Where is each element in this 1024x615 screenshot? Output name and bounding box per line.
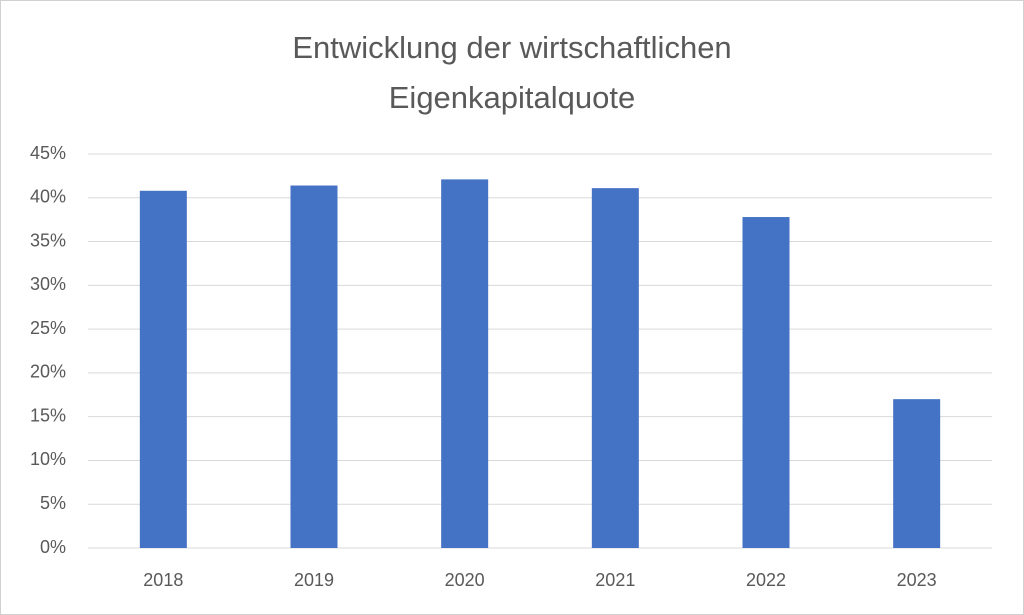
x-tick-label: 2021 [595, 570, 635, 590]
y-tick-label: 30% [30, 274, 66, 294]
bar [591, 188, 639, 548]
y-tick-label: 5% [40, 493, 66, 513]
y-tick-label: 20% [30, 362, 66, 382]
x-tick-label: 2018 [143, 570, 183, 590]
y-tick-label: 45% [30, 143, 66, 163]
chart-title: Entwicklung der wirtschaftlichen [292, 30, 731, 65]
bar [139, 190, 187, 549]
y-tick-label: 35% [30, 230, 66, 250]
x-tick-label: 2019 [294, 570, 334, 590]
x-tick-label: 2020 [445, 570, 485, 590]
chart-title: Eigenkapitalquote [389, 80, 635, 115]
bar [441, 179, 489, 548]
bar [742, 217, 790, 549]
y-tick-label: 15% [30, 405, 66, 425]
bar [290, 185, 338, 548]
y-tick-label: 0% [40, 537, 66, 557]
y-tick-label: 25% [30, 318, 66, 338]
y-tick-label: 10% [30, 449, 66, 469]
bar [893, 399, 941, 548]
y-tick-label: 40% [30, 187, 66, 207]
x-tick-label: 2023 [897, 570, 937, 590]
x-tick-label: 2022 [746, 570, 786, 590]
